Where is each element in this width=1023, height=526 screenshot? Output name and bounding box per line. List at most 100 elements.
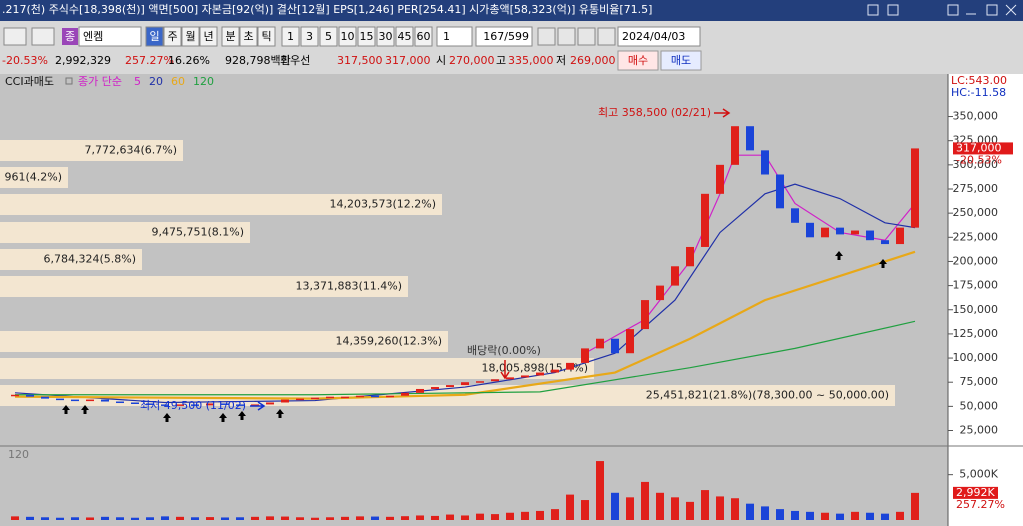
candle (806, 222, 814, 238)
icon[interactable] (867, 4, 879, 16)
button[interactable] (300, 26, 319, 47)
hc-label: HC:-11.58 (951, 86, 1006, 99)
candle (236, 404, 244, 406)
volume-profile-label: 18,005,898(15.4%) (481, 362, 588, 375)
volume-bar (356, 516, 364, 520)
quote-item: 저 (556, 54, 566, 67)
volume-bar (761, 506, 769, 520)
volume-bar (131, 517, 139, 520)
volume-bar (746, 503, 754, 520)
candle (281, 399, 289, 403)
candle (536, 372, 544, 376)
candle (176, 404, 184, 406)
button[interactable] (475, 26, 533, 47)
button[interactable] (357, 26, 376, 47)
volume-bar (416, 515, 424, 520)
volume-profile-label: 6,784,324(5.8%) (43, 253, 136, 266)
candle (686, 246, 694, 267)
button[interactable] (376, 26, 395, 47)
button[interactable] (338, 26, 357, 47)
volume-bar (116, 517, 124, 520)
moving-average (14, 250, 916, 400)
order-button[interactable] (617, 50, 659, 71)
stock-input[interactable] (78, 26, 142, 47)
code-tag: 종 (65, 30, 75, 43)
icon[interactable] (1005, 4, 1017, 16)
button[interactable] (395, 26, 414, 47)
annotation-arrow (500, 360, 510, 380)
button[interactable] (145, 26, 164, 47)
signal-arrow (835, 251, 843, 260)
peak-annotation: 최고 358,500 (02/21) (598, 106, 711, 119)
button[interactable] (319, 26, 338, 47)
volume-profile-label: 961(4.2%) (4, 171, 62, 184)
button[interactable] (436, 26, 473, 47)
volume-bar (896, 511, 904, 520)
icon[interactable] (947, 4, 959, 16)
candle (851, 230, 859, 235)
volume-bar (236, 517, 244, 520)
candle (776, 174, 784, 209)
change-label: -20.53% (956, 153, 1002, 166)
button[interactable] (181, 26, 200, 47)
icon[interactable] (986, 4, 998, 16)
volume-bar (716, 496, 724, 520)
button[interactable] (281, 26, 300, 47)
icon[interactable] (3, 27, 27, 46)
y-tick-label: 200,000 (953, 254, 999, 267)
candle (626, 329, 634, 354)
button[interactable] (239, 26, 258, 47)
icon[interactable] (537, 27, 556, 46)
candle (266, 402, 274, 405)
icon[interactable] (887, 4, 899, 16)
candle (896, 227, 904, 245)
y-tick-label: 350,000 (953, 110, 999, 123)
moving-average (15, 320, 916, 396)
icon[interactable] (31, 27, 55, 46)
interval-button: 15 (360, 30, 374, 43)
count: 1 (443, 30, 450, 43)
period-button: 주 (167, 30, 177, 43)
period-button: 일 (149, 29, 159, 43)
candle (671, 266, 679, 286)
candle (446, 385, 454, 388)
button[interactable] (163, 26, 182, 47)
candle (581, 348, 589, 363)
volume-bar (86, 517, 94, 520)
volume-bar (881, 513, 889, 520)
candle (26, 394, 34, 397)
order-button[interactable] (660, 50, 702, 71)
candle (296, 398, 304, 401)
button[interactable] (221, 26, 240, 47)
icon[interactable] (557, 27, 576, 46)
quote-item: 16.26% (168, 54, 210, 67)
icon[interactable] (597, 27, 616, 46)
legend-entry: 60 (171, 75, 185, 88)
signal-arrow (238, 411, 246, 420)
candle (131, 402, 139, 404)
volume-bar (56, 517, 64, 520)
icon[interactable] (577, 27, 596, 46)
candle (206, 403, 214, 406)
volume-profile-bar (0, 276, 408, 297)
volume-profile-bar (0, 358, 594, 379)
candle (731, 126, 739, 165)
volume-bar (71, 517, 79, 520)
candle (476, 381, 484, 383)
price-label: 317,000 (956, 141, 1002, 154)
button[interactable] (414, 26, 433, 47)
code-tag-bg (62, 28, 78, 45)
button[interactable] (199, 26, 218, 47)
quote-item: 928,798백만 (225, 54, 291, 67)
signal-arrow (219, 413, 227, 422)
button[interactable] (617, 26, 701, 47)
candle (791, 208, 799, 223)
candle (221, 403, 229, 405)
candle (101, 399, 109, 402)
volume-label: 2,992K (956, 486, 995, 499)
volume-profile-label: 14,203,573(12.2%) (329, 198, 436, 211)
button[interactable] (257, 26, 276, 47)
position: 167/599 (483, 30, 529, 43)
quote-item: 2,992,329 (55, 54, 111, 67)
volume-box (953, 486, 998, 499)
